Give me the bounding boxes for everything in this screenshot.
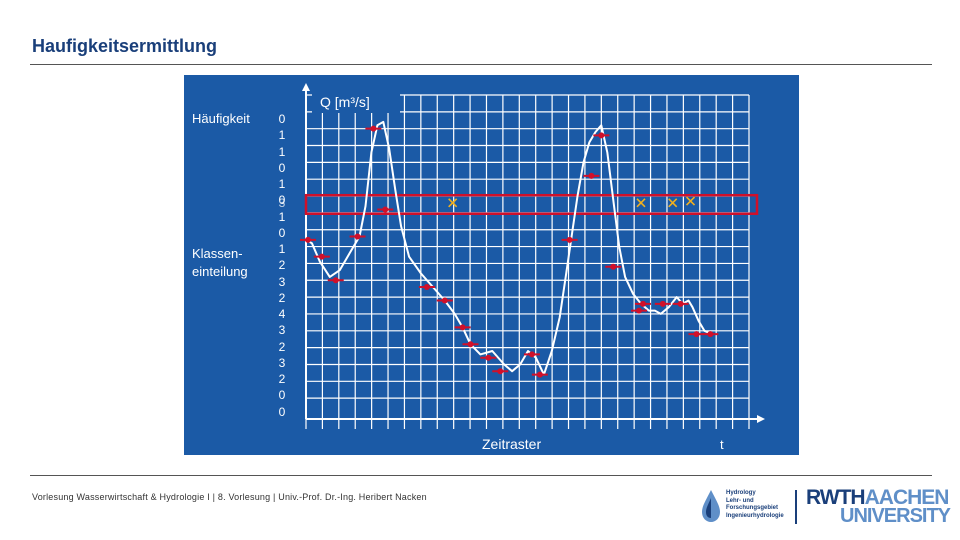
sample-point <box>497 368 504 375</box>
rwth-logo-light: AACHEN <box>864 486 950 509</box>
frequency-count: 3 <box>278 323 286 338</box>
sample-point <box>639 300 646 307</box>
sample-point <box>610 263 617 270</box>
footer-text: Vorlesung Wasserwirtschaft & Hydrologie … <box>32 492 427 502</box>
frequency-count: 0 <box>278 404 286 419</box>
hydrograph-curve <box>305 120 713 376</box>
y-axis-label: Q [m³/s] <box>320 94 370 110</box>
klassen-label-line2: einteilung <box>192 264 248 279</box>
klassen-label-line1: Klassen- <box>192 246 243 261</box>
sample-point <box>382 206 389 213</box>
sample-point <box>441 297 448 304</box>
frequency-count: 0 <box>278 225 286 240</box>
frequency-count: 3 <box>278 274 286 289</box>
sample-point <box>588 172 595 179</box>
hydrology-logo-line: Hydrology <box>726 490 756 496</box>
frequency-count: 2 <box>278 258 286 273</box>
sample-point <box>659 300 666 307</box>
sample-point <box>423 284 430 290</box>
sample-point <box>318 253 325 260</box>
frequency-count: 2 <box>278 339 286 354</box>
class-crossing-mark <box>448 198 458 208</box>
hydrograph-chart: Q [m³/s] Zeitraster t 3 <box>279 83 765 452</box>
frequency-count: 1 <box>278 242 286 256</box>
sample-point <box>354 233 361 240</box>
hydrology-institute-logo-text: Hydrology Lehr- und Forschungsgebiet Ingeni… <box>726 490 796 520</box>
page-title: Haufigkeitsermittlung <box>32 36 218 56</box>
frequency-count-overlap: 3 <box>279 196 286 210</box>
class-crossing-mark <box>685 196 696 206</box>
frequency-count: 0 <box>278 160 286 175</box>
frequency-count: 4 <box>278 307 286 321</box>
hydrology-logo-line: Lehr- und <box>726 497 754 504</box>
x-axis-symbol: t <box>720 437 724 452</box>
sample-point <box>707 331 714 338</box>
frequency-count: 0 <box>278 193 286 208</box>
sample-point <box>677 300 684 307</box>
frequency-count: 1 <box>278 128 286 143</box>
sample-point <box>332 277 339 284</box>
haeufigkeit-label: Häufigkeit <box>192 111 250 126</box>
rwth-logo-dark: RWTH <box>806 486 866 509</box>
frequency-count: 1 <box>278 177 286 191</box>
sample-point <box>304 236 311 243</box>
sample-point <box>598 132 605 139</box>
x-axis-arrow <box>757 415 765 423</box>
sample-point <box>536 371 543 378</box>
frequency-count: 2 <box>278 372 286 386</box>
rwth-logo: RWTHAACHEN <box>806 486 950 509</box>
sample-point <box>467 341 474 348</box>
frequency-count: 0 <box>278 112 286 126</box>
sample-point <box>485 354 492 361</box>
sample-point <box>693 331 700 338</box>
y-axis-label-box <box>312 91 400 113</box>
sample-point <box>459 324 466 331</box>
class-crossing-mark <box>668 198 678 208</box>
water-drop-icon <box>702 490 720 522</box>
hydrology-logo-line: Forschungsgebiet <box>726 505 779 511</box>
highlighted-class-band <box>304 193 759 215</box>
class-crossing-mark <box>636 198 646 208</box>
sample-point <box>528 351 535 358</box>
sample-point <box>566 236 573 243</box>
frequency-count: 1 <box>278 209 286 224</box>
klasseneinteilung-label: Klassen- einteilung <box>192 245 248 281</box>
frequency-count: 1 <box>278 144 286 159</box>
hydrology-logo-line: Ingenieurhydrologie <box>726 512 784 519</box>
frequency-count: 0 <box>278 388 286 403</box>
x-axis-label: Zeitraster <box>482 436 541 452</box>
title-divider <box>30 64 932 65</box>
frequency-count: 2 <box>278 290 286 305</box>
frequency-count: 3 <box>278 355 286 370</box>
y-axis-arrow <box>302 83 310 91</box>
logo-separator <box>795 490 797 524</box>
rwth-logo-university: UNIVERSITY <box>840 505 951 527</box>
footer-divider <box>30 475 932 476</box>
sample-point <box>370 125 377 132</box>
sample-point <box>635 307 642 314</box>
